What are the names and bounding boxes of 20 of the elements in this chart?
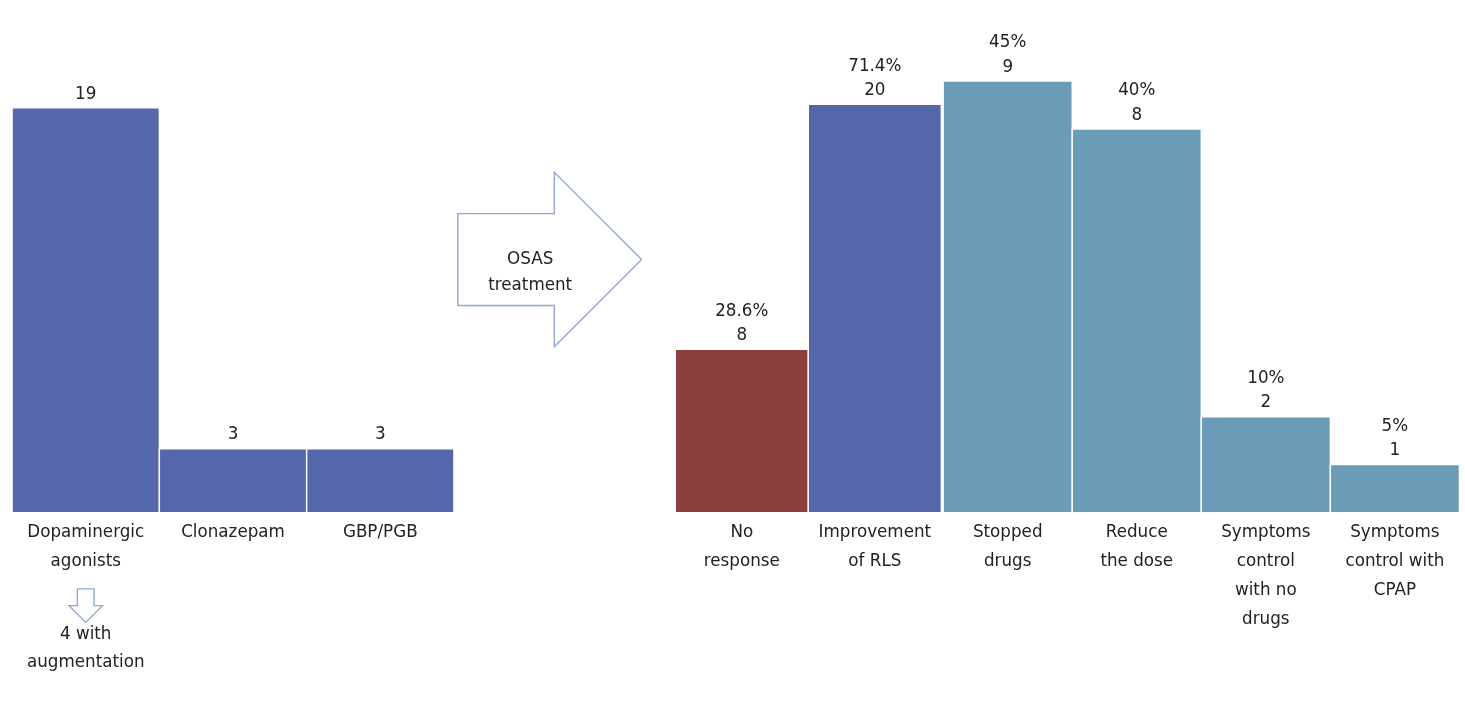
text: OSAS treatment	[488, 248, 573, 295]
x-tick-label: Dopaminergic agonists	[27, 521, 145, 571]
data-label: 71.4% 20	[848, 54, 902, 99]
data-label: 3	[374, 423, 386, 444]
data-label: 40% 8	[1118, 79, 1156, 124]
x-tick-label: Stopped drugs	[972, 521, 1043, 571]
text: 4 with augmentation	[26, 623, 145, 672]
x-tick-label: Symptoms control with no drugs	[1221, 521, 1311, 628]
x-tick-label: Reduce the dose	[1100, 521, 1174, 571]
x-tick-label: Clonazepam	[181, 521, 285, 542]
data-label: 5% 1	[1381, 415, 1409, 460]
data-label: 3	[227, 423, 239, 444]
x-tick-label: No response	[703, 521, 780, 571]
x-tick-label: Improvement of RLS	[818, 521, 932, 571]
data-label: 19	[75, 82, 97, 103]
data-label: 10% 2	[1247, 367, 1285, 412]
x-tick-label: Symptoms control with CPAP	[1345, 521, 1445, 599]
x-tick-label: GBP/PGB	[342, 521, 418, 542]
data-label: 28.6% 8	[715, 299, 769, 344]
data-label: 45% 9	[989, 31, 1027, 76]
